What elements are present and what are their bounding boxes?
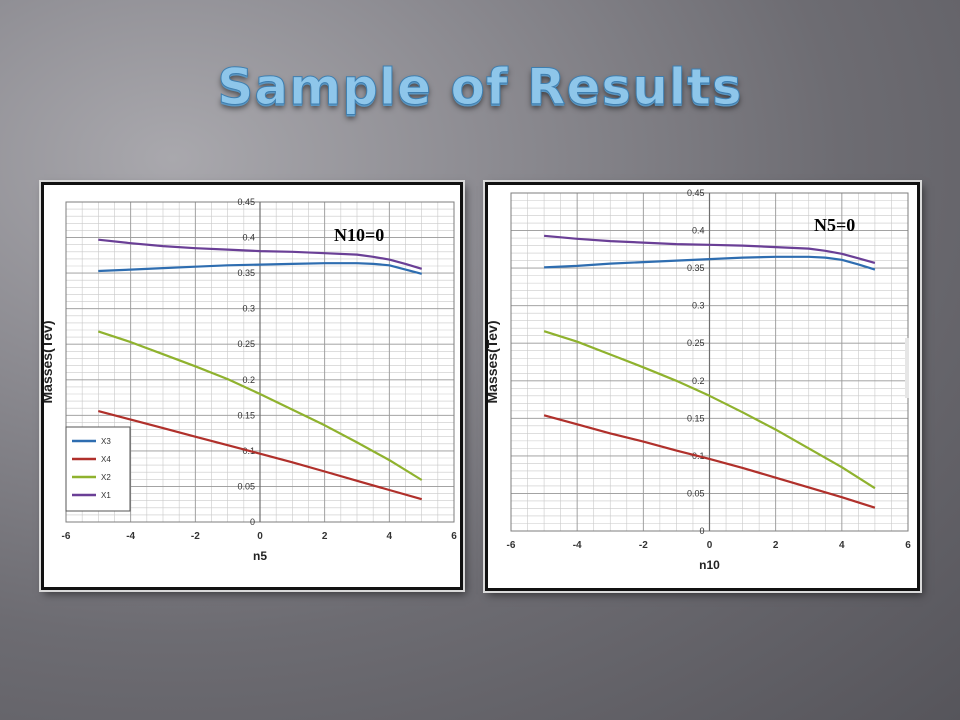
slide-title: Sample of Results (217, 58, 743, 117)
y-tick-label: 0.2 (692, 376, 705, 386)
chart-n10: -6 -4 -2 0 2 4 600.050.10.150.20.250.30.350.40… (488, 188, 911, 572)
series-line-x2 (543, 330, 876, 490)
x-tick-label: -2 (639, 540, 648, 551)
chart-panel-right: -6 -4 -2 0 2 4 6 0 0.05 0.1 0.15 0.2 0.25 0.3 0.35 0.4 0… (485, 182, 920, 591)
chart-panel-left: -6 -4 -2 0 2 4 6 0 0.05 0.1 0.15 0.2 0.25 0.3 0.35 0.4 0… (41, 182, 463, 590)
y-tick-label: 0.4 (242, 233, 255, 243)
y-tick-label: 0.25 (687, 338, 705, 348)
y-tick-label: 0.05 (237, 481, 255, 491)
legend-label-x1: X1 (101, 491, 111, 500)
x-tick-label: 2 (322, 531, 328, 542)
y-axis-label: Masses(Tev) (488, 320, 500, 403)
y-tick-label: 0.15 (237, 410, 255, 420)
chart-n5: -6 -4 -2 0 2 4 600.050.10.150.20.250.30.350.40… (44, 197, 457, 563)
y-tick-label: 0.45 (687, 188, 705, 198)
y-axis-label: Masses(Tev) (44, 320, 55, 403)
series-line-x3 (98, 262, 422, 275)
background-fragment (905, 338, 909, 398)
series-line-x1 (544, 234, 876, 264)
y-tick-label: 0.05 (687, 488, 705, 498)
x-axis-label: n5 (253, 549, 267, 563)
x-tick-label: 0 (707, 540, 713, 551)
series-line-x2 (97, 330, 423, 481)
series-line-x3 (544, 255, 876, 271)
chart-annotation: N10=0 (334, 225, 384, 245)
y-tick-label: 0.35 (237, 268, 255, 278)
x-tick-label: -6 (62, 531, 71, 542)
x-axis-label: n10 (699, 558, 720, 572)
legend-label-x3: X3 (101, 437, 111, 446)
y-tick-label: 0 (250, 517, 255, 527)
x-tick-label: -6 (507, 540, 516, 551)
x-tick-label: 6 (451, 531, 457, 542)
series-line-x4 (543, 414, 876, 509)
x-tick-label: 4 (387, 531, 393, 542)
x-tick-label: -4 (573, 540, 582, 551)
y-tick-label: 0.35 (687, 263, 705, 273)
y-tick-label: 0.15 (687, 413, 705, 423)
y-tick-label: 0 (699, 526, 704, 536)
y-tick-label: 0.3 (692, 301, 705, 311)
legend-label-x2: X2 (101, 473, 111, 482)
legend-box (65, 426, 131, 512)
x-tick-label: -2 (191, 531, 200, 542)
x-tick-label: 2 (773, 540, 779, 551)
y-tick-label: 0.4 (692, 226, 705, 236)
x-tick-label: -4 (126, 531, 135, 542)
chart-annotation: N5=0 (814, 215, 855, 235)
x-tick-label: 6 (905, 540, 911, 551)
y-tick-label: 0.25 (237, 339, 255, 349)
series-line-x1 (98, 238, 423, 270)
y-tick-label: 0.45 (237, 197, 255, 207)
y-tick-label: 0.3 (242, 304, 255, 314)
y-tick-label: 0.2 (242, 375, 255, 385)
x-tick-label: 4 (839, 540, 845, 551)
series-line-x4 (98, 410, 423, 501)
x-tick-label: 0 (257, 531, 263, 542)
legend-label-x4: X4 (101, 455, 111, 464)
